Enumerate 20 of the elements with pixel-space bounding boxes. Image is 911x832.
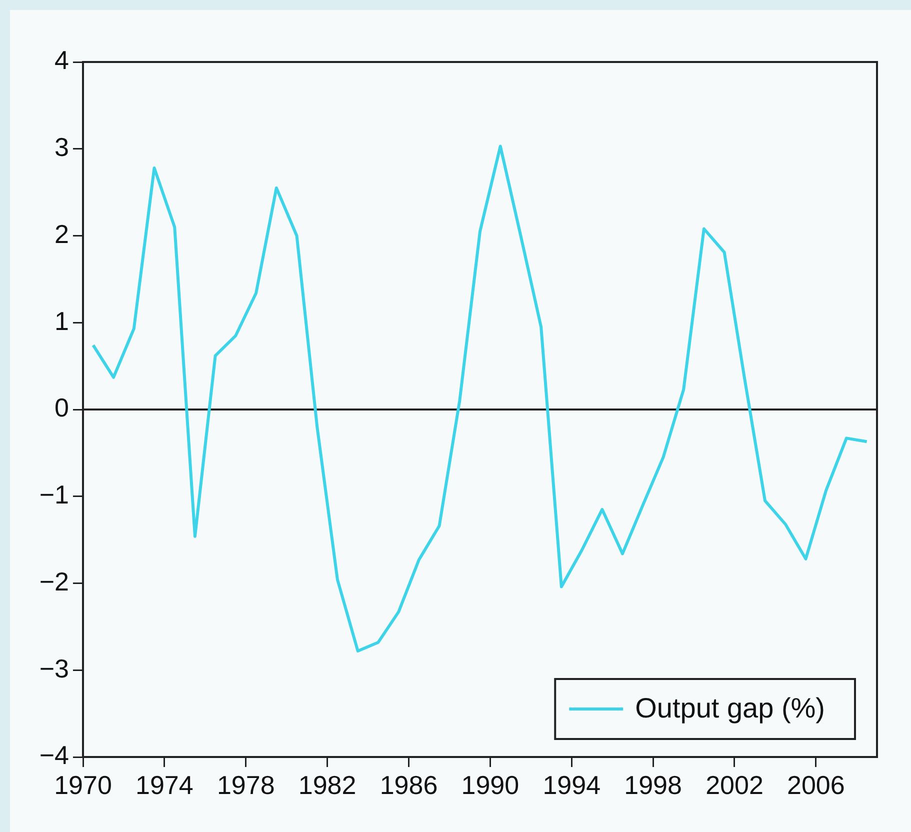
x-tick-label: 1986 xyxy=(380,770,438,800)
x-tick-label: 1994 xyxy=(542,770,601,800)
x-tick-label: 2006 xyxy=(787,770,845,800)
x-tick-label: 1982 xyxy=(298,770,356,800)
y-tick-label: 1 xyxy=(54,306,69,336)
y-tick-label: 0 xyxy=(54,392,69,423)
x-tick-label: 2002 xyxy=(706,770,764,800)
y-tick-label: −3 xyxy=(39,653,69,684)
x-tick-label: 1974 xyxy=(136,770,194,800)
x-tick-label: 1978 xyxy=(216,770,275,800)
y-tick-label: 4 xyxy=(54,45,69,76)
x-tick-label: 1990 xyxy=(461,770,520,800)
x-tick-label: 1970 xyxy=(54,770,112,800)
x-tick-label: 1998 xyxy=(624,770,682,800)
y-tick-label: −2 xyxy=(39,566,69,596)
y-tick-label: −4 xyxy=(39,740,69,770)
y-tick-label: −1 xyxy=(39,480,69,510)
legend-label: Output gap (%) xyxy=(635,692,825,724)
y-tick-label: 3 xyxy=(54,132,69,162)
y-tick-label: 2 xyxy=(54,218,69,249)
